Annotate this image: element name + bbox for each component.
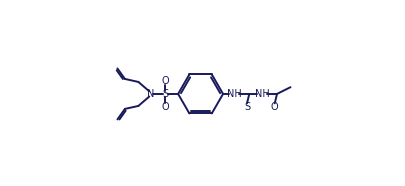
Text: NH: NH	[226, 89, 241, 99]
Text: O: O	[161, 102, 169, 112]
Text: N: N	[146, 89, 153, 99]
Text: NH: NH	[254, 89, 269, 99]
Text: S: S	[162, 89, 168, 99]
Text: O: O	[270, 102, 278, 112]
Text: O: O	[161, 76, 169, 86]
Text: S: S	[243, 102, 249, 112]
